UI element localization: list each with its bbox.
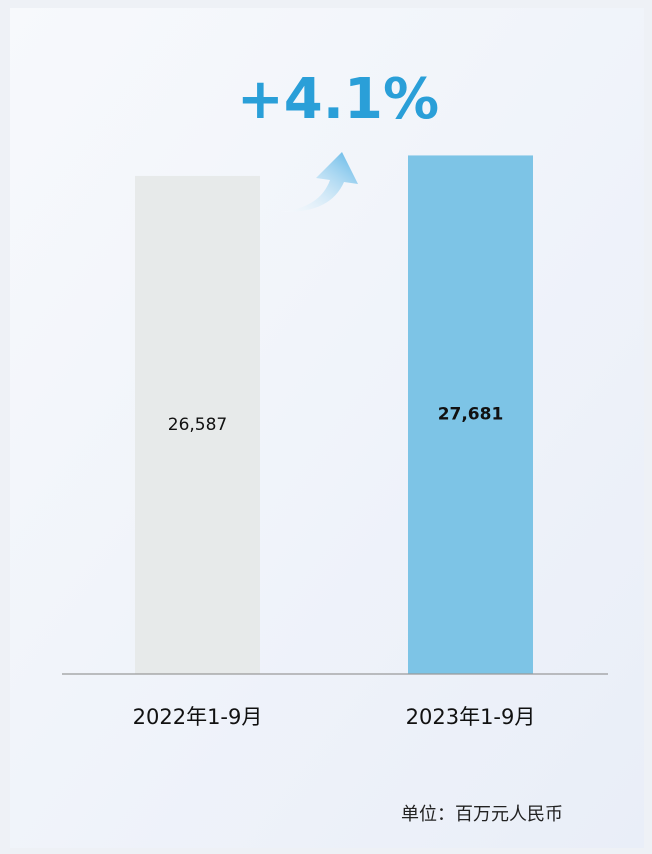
value-label: 27,681: [438, 405, 504, 425]
growth-annotation: +4.1%: [237, 67, 439, 132]
bar: [408, 155, 533, 674]
growth-arrow: [280, 152, 358, 213]
unit-label: 单位：百万元人民币: [401, 804, 563, 825]
card: [10, 8, 644, 848]
x-tick-label: 2022年1-9月: [133, 705, 263, 729]
bar: [135, 175, 260, 674]
value-label: 26,587: [168, 415, 227, 435]
x-tick-label: 2023年1-9月: [406, 705, 536, 729]
